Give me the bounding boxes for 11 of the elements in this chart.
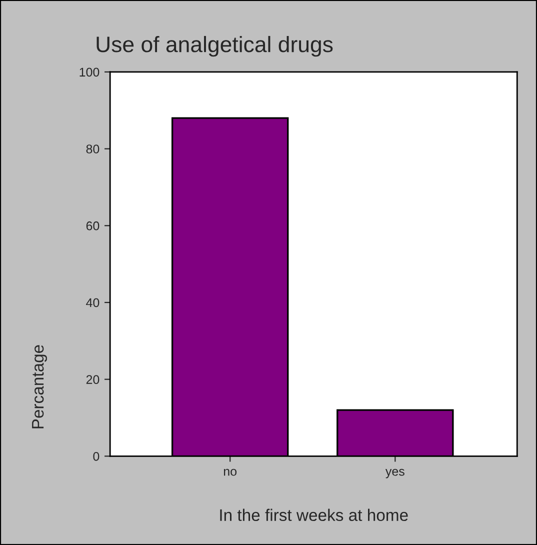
y-tick-label: 20 (86, 375, 100, 384)
chart-title: Use of analgetical drugs (96, 36, 333, 57)
y-axis-title: Percantage (32, 345, 47, 428)
y-tick-label: 40 (86, 298, 100, 308)
y-tick-label: 60 (86, 221, 100, 230)
y-tick-label: 0 (93, 452, 100, 461)
x-tick-label: yes (385, 468, 404, 478)
x-tick-label: no (224, 468, 237, 476)
y-tick-label: 100 (80, 68, 100, 77)
x-axis-title: In the first weeks at home (220, 508, 408, 522)
y-tick-label: 80 (86, 144, 100, 154)
